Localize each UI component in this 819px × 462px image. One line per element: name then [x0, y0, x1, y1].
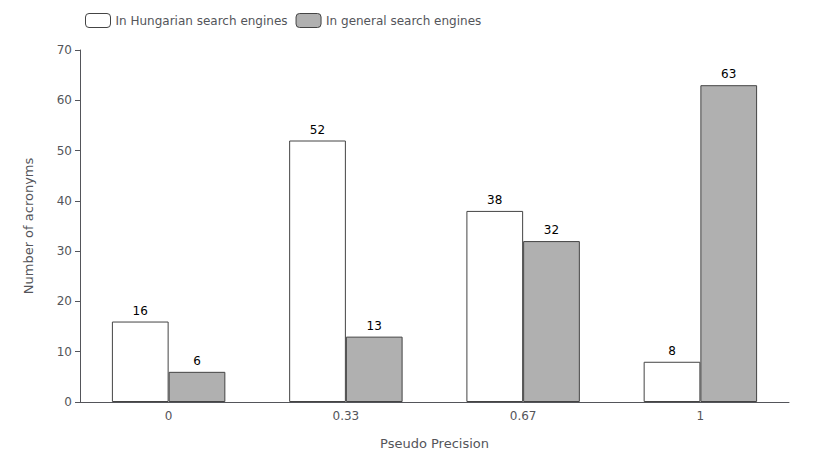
svg-text:10: 10	[57, 345, 72, 359]
svg-text:52: 52	[310, 123, 325, 137]
svg-text:32: 32	[544, 223, 559, 237]
svg-text:Number of acronyms: Number of acronyms	[21, 158, 36, 295]
svg-text:63: 63	[721, 67, 736, 81]
svg-text:In Hungarian search engines: In Hungarian search engines	[116, 14, 288, 28]
svg-text:50: 50	[57, 144, 72, 158]
svg-text:0: 0	[64, 395, 72, 409]
svg-text:60: 60	[57, 93, 72, 107]
svg-text:0.67: 0.67	[510, 409, 537, 423]
svg-text:13: 13	[367, 319, 382, 333]
svg-text:0: 0	[165, 409, 173, 423]
svg-text:70: 70	[57, 43, 72, 57]
svg-text:8: 8	[668, 344, 676, 358]
svg-text:In general search engines: In general search engines	[326, 14, 481, 28]
svg-text:0.33: 0.33	[333, 409, 360, 423]
svg-text:38: 38	[487, 193, 502, 207]
svg-text:30: 30	[57, 244, 72, 258]
svg-text:Pseudo Precision: Pseudo Precision	[380, 436, 489, 451]
svg-text:6: 6	[193, 354, 201, 368]
svg-text:16: 16	[133, 304, 148, 318]
svg-text:1: 1	[697, 409, 705, 423]
svg-text:40: 40	[57, 194, 72, 208]
svg-text:20: 20	[57, 294, 72, 308]
